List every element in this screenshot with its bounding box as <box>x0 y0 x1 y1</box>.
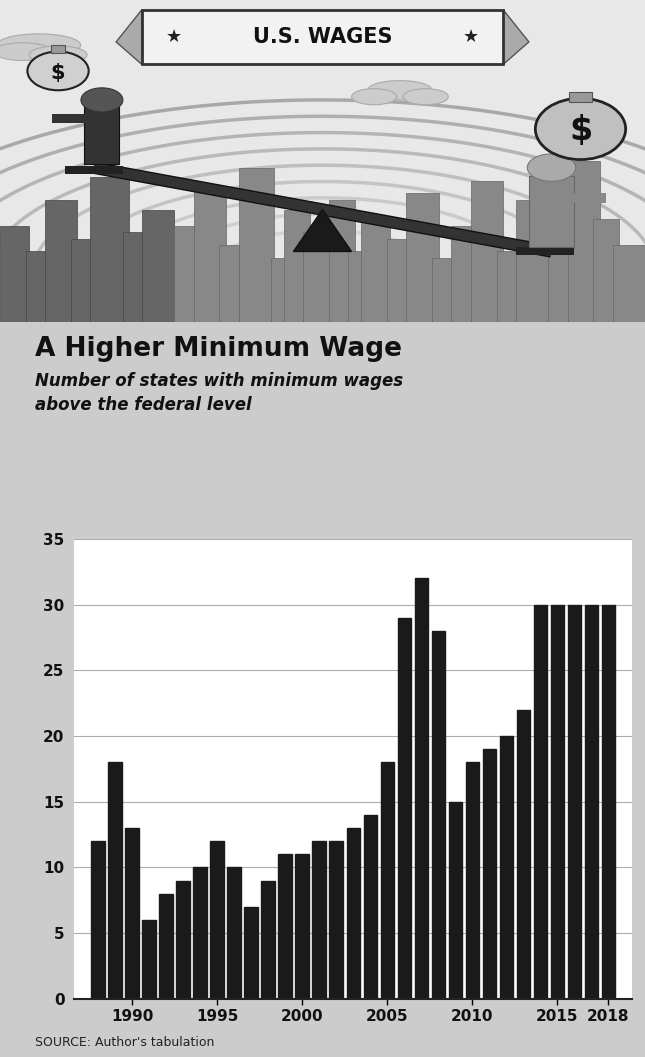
Bar <box>45 200 77 322</box>
Bar <box>361 219 390 322</box>
Bar <box>551 605 564 999</box>
Bar <box>516 200 551 322</box>
Bar <box>312 841 326 999</box>
Bar <box>466 762 479 999</box>
Bar <box>244 907 258 999</box>
Text: A Higher Minimum Wage: A Higher Minimum Wage <box>35 336 402 363</box>
Ellipse shape <box>0 34 81 56</box>
Bar <box>517 710 530 999</box>
Bar <box>261 880 275 999</box>
Bar <box>330 841 342 999</box>
Bar <box>364 815 377 999</box>
Bar <box>397 618 411 999</box>
Bar <box>448 802 462 999</box>
Bar <box>387 239 413 322</box>
Bar <box>84 107 119 165</box>
Bar <box>568 605 581 999</box>
Bar <box>613 245 645 322</box>
Bar <box>500 736 513 999</box>
Bar <box>90 178 129 322</box>
Bar <box>71 239 97 322</box>
Bar <box>194 868 206 999</box>
Bar <box>533 605 547 999</box>
Bar <box>271 258 290 322</box>
Text: $: $ <box>569 114 592 147</box>
Bar <box>602 605 615 999</box>
Bar <box>64 166 123 174</box>
Bar <box>26 252 48 322</box>
Bar <box>497 252 516 322</box>
Bar <box>125 828 139 999</box>
Ellipse shape <box>535 98 626 160</box>
Bar <box>415 578 428 999</box>
Bar <box>176 880 190 999</box>
Bar <box>239 168 274 322</box>
Bar <box>0 226 29 322</box>
Bar <box>284 209 310 322</box>
Bar <box>295 854 309 999</box>
Bar <box>548 233 574 322</box>
Ellipse shape <box>81 88 123 112</box>
Polygon shape <box>116 10 142 64</box>
Bar <box>471 181 503 322</box>
Ellipse shape <box>27 52 89 90</box>
Bar <box>584 605 598 999</box>
Bar <box>228 868 241 999</box>
Ellipse shape <box>0 42 52 60</box>
Ellipse shape <box>352 89 397 105</box>
Bar <box>568 162 600 322</box>
Bar <box>303 233 335 322</box>
Text: ★: ★ <box>166 29 183 47</box>
Bar <box>569 92 592 101</box>
Bar <box>406 193 439 322</box>
Bar <box>159 894 173 999</box>
Bar <box>529 175 574 246</box>
Text: ★: ★ <box>462 29 479 47</box>
Bar <box>348 252 368 322</box>
Bar <box>174 226 200 322</box>
Bar <box>142 209 174 322</box>
Ellipse shape <box>527 154 576 182</box>
Ellipse shape <box>403 89 448 105</box>
Bar <box>482 749 496 999</box>
Bar <box>51 45 65 53</box>
Bar <box>432 631 445 999</box>
Bar <box>142 10 503 64</box>
Text: U.S. WAGES: U.S. WAGES <box>253 27 392 48</box>
Bar <box>219 245 239 322</box>
Bar <box>210 841 224 999</box>
Bar <box>279 854 292 999</box>
Text: SOURCE: Author's tabulation: SOURCE: Author's tabulation <box>35 1036 215 1049</box>
Bar <box>108 762 122 999</box>
Text: $: $ <box>51 62 65 82</box>
Bar <box>451 226 477 322</box>
Ellipse shape <box>368 80 432 100</box>
Polygon shape <box>503 10 529 64</box>
Bar <box>593 219 619 322</box>
Polygon shape <box>293 209 352 252</box>
Bar <box>432 258 452 322</box>
Bar <box>92 841 104 999</box>
Bar <box>143 920 155 999</box>
Ellipse shape <box>29 45 87 63</box>
Bar <box>329 200 355 322</box>
Bar <box>52 114 90 123</box>
Bar <box>516 246 574 255</box>
Bar <box>381 762 394 999</box>
Bar <box>194 187 226 322</box>
Bar <box>561 193 606 203</box>
Bar <box>123 233 148 322</box>
Text: Number of states with minimum wages
above the federal level: Number of states with minimum wages abov… <box>35 372 404 413</box>
Bar <box>346 828 360 999</box>
